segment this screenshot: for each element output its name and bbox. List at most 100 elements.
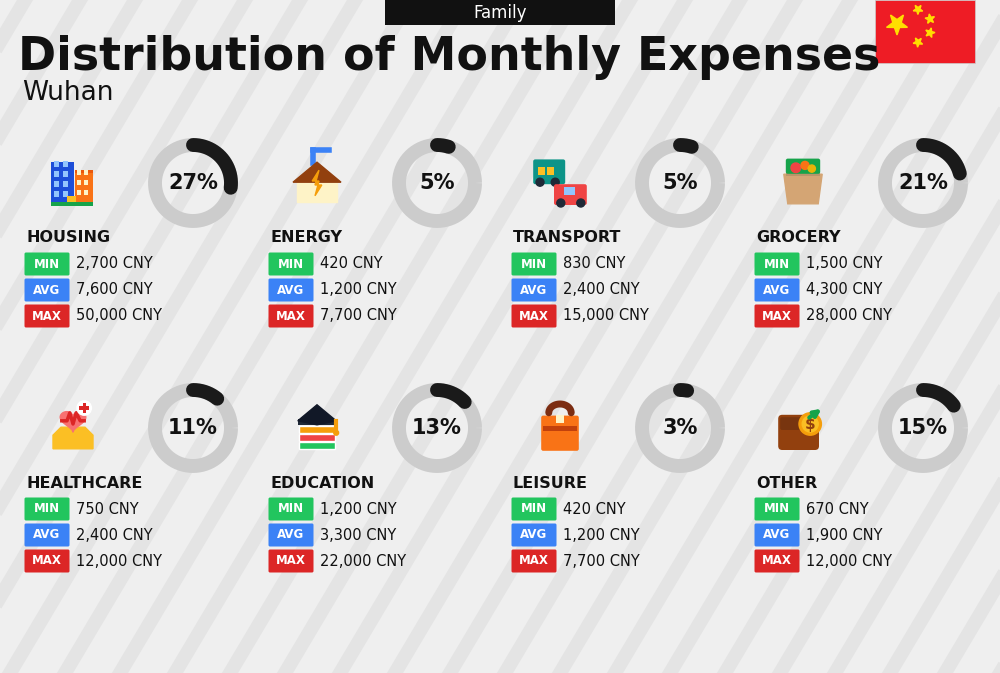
- FancyBboxPatch shape: [780, 417, 817, 430]
- FancyBboxPatch shape: [24, 524, 70, 546]
- FancyBboxPatch shape: [538, 167, 545, 175]
- Text: MIN: MIN: [764, 503, 790, 516]
- FancyBboxPatch shape: [268, 304, 314, 328]
- FancyBboxPatch shape: [268, 497, 314, 520]
- FancyBboxPatch shape: [51, 162, 74, 202]
- Text: 11%: 11%: [168, 418, 218, 438]
- Text: MAX: MAX: [762, 555, 792, 567]
- Text: Distribution of Monthly Expenses: Distribution of Monthly Expenses: [18, 36, 880, 81]
- FancyBboxPatch shape: [24, 549, 70, 573]
- FancyBboxPatch shape: [75, 174, 93, 202]
- Circle shape: [801, 162, 809, 170]
- FancyBboxPatch shape: [268, 524, 314, 546]
- Text: $: $: [805, 417, 816, 431]
- FancyBboxPatch shape: [63, 191, 68, 197]
- Polygon shape: [887, 15, 907, 35]
- FancyBboxPatch shape: [547, 167, 554, 175]
- Text: MIN: MIN: [34, 258, 60, 271]
- Text: MAX: MAX: [32, 310, 62, 322]
- Text: OTHER: OTHER: [756, 476, 817, 491]
- FancyBboxPatch shape: [63, 172, 68, 177]
- Text: 13%: 13%: [412, 418, 462, 438]
- FancyBboxPatch shape: [77, 170, 81, 175]
- Text: 12,000 CNY: 12,000 CNY: [76, 553, 162, 569]
- Text: AVG: AVG: [277, 528, 305, 542]
- FancyBboxPatch shape: [54, 172, 59, 177]
- Text: 7,700 CNY: 7,700 CNY: [563, 553, 640, 569]
- Text: 3,300 CNY: 3,300 CNY: [320, 528, 396, 542]
- Text: 50,000 CNY: 50,000 CNY: [76, 308, 162, 324]
- FancyBboxPatch shape: [512, 497, 556, 520]
- FancyBboxPatch shape: [77, 190, 81, 195]
- FancyBboxPatch shape: [755, 524, 800, 546]
- FancyBboxPatch shape: [541, 416, 579, 451]
- Text: AVG: AVG: [520, 528, 548, 542]
- Text: MIN: MIN: [521, 258, 547, 271]
- Text: GROCERY: GROCERY: [756, 230, 840, 246]
- Text: 670 CNY: 670 CNY: [806, 501, 869, 516]
- Text: 7,700 CNY: 7,700 CNY: [320, 308, 397, 324]
- FancyBboxPatch shape: [755, 497, 800, 520]
- Text: 15%: 15%: [898, 418, 948, 438]
- FancyBboxPatch shape: [299, 425, 335, 433]
- Circle shape: [334, 431, 339, 435]
- Text: 21%: 21%: [898, 173, 948, 193]
- Text: 27%: 27%: [168, 173, 218, 193]
- FancyBboxPatch shape: [83, 403, 86, 413]
- FancyBboxPatch shape: [755, 304, 800, 328]
- FancyBboxPatch shape: [54, 182, 59, 187]
- Text: MAX: MAX: [276, 555, 306, 567]
- FancyBboxPatch shape: [77, 180, 81, 185]
- FancyBboxPatch shape: [24, 279, 70, 302]
- Text: 3%: 3%: [662, 418, 698, 438]
- Text: 12,000 CNY: 12,000 CNY: [806, 553, 892, 569]
- FancyBboxPatch shape: [755, 549, 800, 573]
- Circle shape: [557, 199, 565, 207]
- FancyBboxPatch shape: [268, 549, 314, 573]
- Text: 5%: 5%: [419, 173, 455, 193]
- Circle shape: [577, 199, 585, 207]
- FancyBboxPatch shape: [24, 497, 70, 520]
- FancyBboxPatch shape: [84, 170, 88, 175]
- Text: 420 CNY: 420 CNY: [320, 256, 383, 271]
- FancyBboxPatch shape: [786, 171, 820, 176]
- Text: LEISURE: LEISURE: [513, 476, 588, 491]
- FancyBboxPatch shape: [385, 0, 615, 25]
- Polygon shape: [926, 28, 935, 38]
- FancyBboxPatch shape: [512, 549, 556, 573]
- Text: MIN: MIN: [764, 258, 790, 271]
- FancyBboxPatch shape: [268, 252, 314, 275]
- FancyBboxPatch shape: [51, 201, 93, 206]
- Text: 15,000 CNY: 15,000 CNY: [563, 308, 649, 324]
- Text: MAX: MAX: [519, 310, 549, 322]
- FancyBboxPatch shape: [67, 196, 76, 202]
- Text: 830 CNY: 830 CNY: [563, 256, 625, 271]
- FancyBboxPatch shape: [512, 279, 556, 302]
- Circle shape: [77, 401, 91, 415]
- Text: HEALTHCARE: HEALTHCARE: [26, 476, 142, 491]
- Polygon shape: [60, 412, 86, 432]
- Text: MIN: MIN: [34, 503, 60, 516]
- Text: MAX: MAX: [762, 310, 792, 322]
- FancyBboxPatch shape: [875, 0, 975, 63]
- Text: HOUSING: HOUSING: [26, 230, 110, 246]
- Text: 5%: 5%: [662, 173, 698, 193]
- Text: AVG: AVG: [277, 283, 305, 297]
- FancyBboxPatch shape: [543, 425, 577, 431]
- Text: 22,000 CNY: 22,000 CNY: [320, 553, 406, 569]
- Text: AVG: AVG: [763, 283, 791, 297]
- Polygon shape: [312, 170, 322, 196]
- Text: Wuhan: Wuhan: [22, 80, 114, 106]
- FancyBboxPatch shape: [755, 279, 800, 302]
- Text: AVG: AVG: [763, 528, 791, 542]
- FancyBboxPatch shape: [556, 415, 564, 423]
- FancyBboxPatch shape: [75, 170, 93, 174]
- FancyBboxPatch shape: [54, 162, 59, 167]
- Text: 750 CNY: 750 CNY: [76, 501, 139, 516]
- Circle shape: [536, 178, 544, 186]
- Text: 2,400 CNY: 2,400 CNY: [563, 283, 640, 297]
- FancyBboxPatch shape: [84, 190, 88, 195]
- Text: Family: Family: [473, 3, 527, 22]
- Text: MAX: MAX: [276, 310, 306, 322]
- FancyBboxPatch shape: [24, 304, 70, 328]
